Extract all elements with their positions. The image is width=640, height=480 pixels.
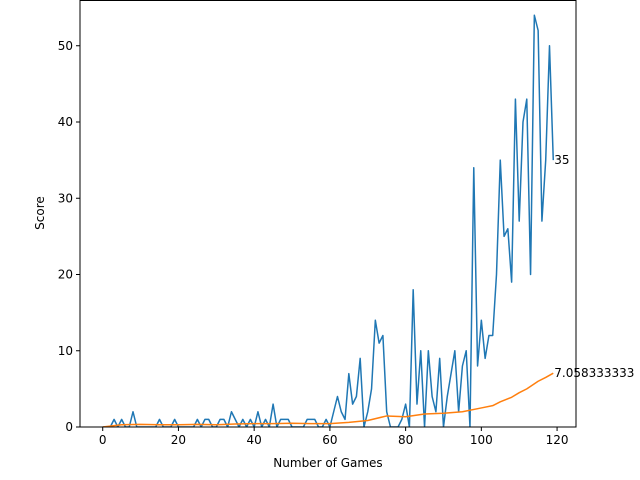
axes: 0 20 40 60 80 100 120 0 10 20 30 40 50 [58,0,577,447]
x-tick-label: 80 [398,433,413,447]
x-axis-label: Number of Games [273,456,382,470]
y-tick-label: 30 [58,191,73,205]
x-tick-label: 60 [322,433,337,447]
y-tick-label: 10 [58,344,73,358]
y-tick-label: 40 [58,115,73,129]
plot-area: 35 7.058333333 [102,14,634,427]
x-tick-label: 20 [171,433,186,447]
x-tick-label: 40 [247,433,262,447]
axes-frame [79,0,577,428]
annotation-1: 35 [554,153,569,167]
x-tick-label: 0 [99,433,107,447]
annotation-2: 7.058333333 [554,366,634,380]
y-tick-label: 50 [58,39,73,53]
y-tick-label: 20 [58,268,73,282]
series-line-2 [102,372,554,427]
y-tick-label: 0 [65,420,73,434]
y-axis-label: Score [33,196,47,230]
x-tick-label: 120 [546,433,569,447]
x-tick-label: 100 [470,433,493,447]
